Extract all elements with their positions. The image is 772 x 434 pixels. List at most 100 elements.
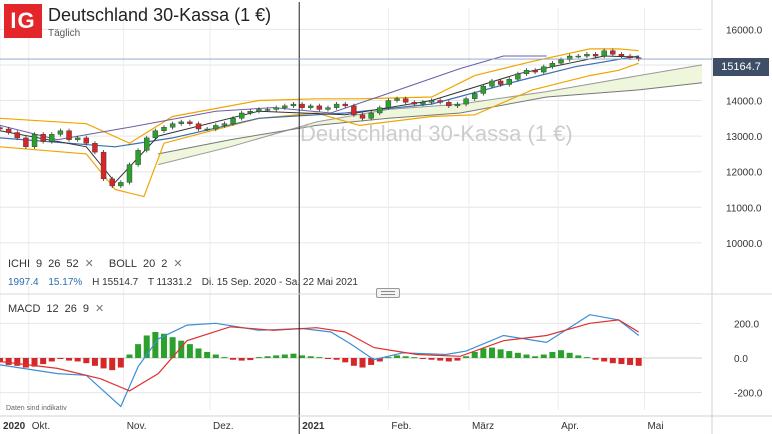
macd-close-icon[interactable]: ✕ [95, 303, 105, 315]
macd-bar [299, 355, 306, 358]
candle-body [497, 80, 504, 85]
candle-body [126, 164, 133, 183]
candle-body [83, 137, 90, 144]
macd-bar [135, 344, 142, 358]
ichi-close-icon[interactable]: ✕ [84, 258, 94, 270]
macd-param-1: 12 [46, 303, 59, 315]
macd-bar [307, 356, 314, 358]
candle-body [325, 107, 331, 110]
candle-body [472, 93, 478, 99]
candle-body [169, 123, 176, 128]
indicator-lines [0, 48, 703, 198]
boll-close-icon[interactable]: ✕ [173, 258, 183, 270]
macd-lines [0, 314, 640, 408]
boll-label[interactable]: BOLL [108, 258, 138, 270]
macd-bar [212, 354, 219, 358]
candle-body [333, 103, 340, 108]
signal-line [0, 319, 640, 392]
macd-bar [109, 358, 116, 371]
macd-bar [204, 351, 211, 358]
macd-bar [350, 358, 357, 366]
macd-bar [454, 358, 461, 361]
x-tick-label: Dez. [213, 421, 234, 432]
x-tick-label: Apr. [561, 421, 579, 432]
macd-bar [186, 344, 193, 358]
macd-bar [558, 350, 565, 358]
candle-body [213, 125, 219, 130]
macd-bar [385, 357, 392, 359]
candle-body [308, 105, 314, 108]
candle-body [23, 137, 29, 147]
candle-body [135, 150, 141, 165]
ichimoku-kijun [0, 55, 639, 148]
change-percent: 15.17% [48, 277, 83, 288]
candle-body [161, 127, 167, 131]
macd-bar [22, 358, 29, 368]
last-price-badge: 15164.7 [713, 58, 769, 76]
candle-body [618, 54, 625, 57]
panel-resize-handle[interactable] [376, 288, 400, 298]
macd-bar [463, 356, 470, 358]
macd-bar [635, 358, 642, 366]
macd-bar [497, 349, 504, 358]
y-tick-label: 13000.0 [726, 132, 763, 143]
candle-body [221, 123, 228, 126]
macd-bar [290, 353, 297, 358]
candle-body [541, 66, 547, 73]
macd-bar [402, 356, 409, 358]
candle-body [5, 128, 12, 133]
candle-body [420, 102, 426, 105]
macd-line [0, 314, 640, 408]
candle-body [402, 98, 409, 103]
y-tick-label: 16000.0 [726, 25, 763, 36]
chart-title: Deutschland 30-Kassa (1 €) [48, 5, 272, 25]
macd-label[interactable]: MACD [8, 303, 41, 315]
candle-body [575, 55, 581, 58]
candle-body [299, 103, 305, 108]
macd-bar [247, 358, 254, 361]
macd-bar [221, 357, 228, 359]
candle-body [489, 80, 495, 87]
macd-bar [160, 333, 167, 358]
macd-bar [368, 358, 375, 365]
candle-body [247, 111, 254, 114]
candle-body [100, 151, 107, 180]
macd-bar [445, 358, 452, 362]
ichimoku-span-b [158, 82, 703, 155]
macd-tick-label: 0.0 [734, 354, 748, 365]
ichi-param-1: 9 [36, 258, 43, 270]
chart-watermark: Deutschland 30-Kassa (1 €) [300, 121, 573, 146]
candle-body [359, 114, 366, 119]
macd-bar [48, 358, 55, 362]
candle-body [256, 109, 262, 112]
macd-bar [143, 335, 150, 358]
candle-body [480, 86, 487, 94]
macd-bar [238, 358, 245, 361]
macd-bar [609, 358, 616, 364]
macd-bar [523, 354, 530, 358]
macd-bar [514, 352, 521, 358]
macd-bar [471, 351, 478, 358]
ichi-label[interactable]: ICHI [8, 258, 30, 270]
macd-bar [592, 358, 599, 360]
macd-bar [5, 358, 12, 365]
macd-bar [437, 358, 444, 361]
candle-body [316, 105, 323, 110]
y-tick-label: 14000.0 [726, 97, 763, 108]
candle-body [454, 103, 461, 107]
macd-bar [601, 358, 608, 362]
macd-bar [91, 358, 98, 366]
x-tick-label: Okt. [32, 421, 50, 432]
candle-body [351, 105, 357, 115]
bollinger-lower [0, 62, 639, 198]
macd-bar [195, 348, 202, 358]
candle-body [342, 103, 348, 107]
macd-tick-label: 200.0 [734, 319, 759, 330]
candle-body [14, 132, 20, 139]
macd-bar [0, 358, 3, 363]
candle-body [523, 70, 530, 75]
macd-bar [333, 358, 340, 360]
x-tick-label: Feb. [391, 421, 411, 432]
ichimoku-span-a [158, 64, 703, 166]
candle-body [66, 130, 72, 140]
